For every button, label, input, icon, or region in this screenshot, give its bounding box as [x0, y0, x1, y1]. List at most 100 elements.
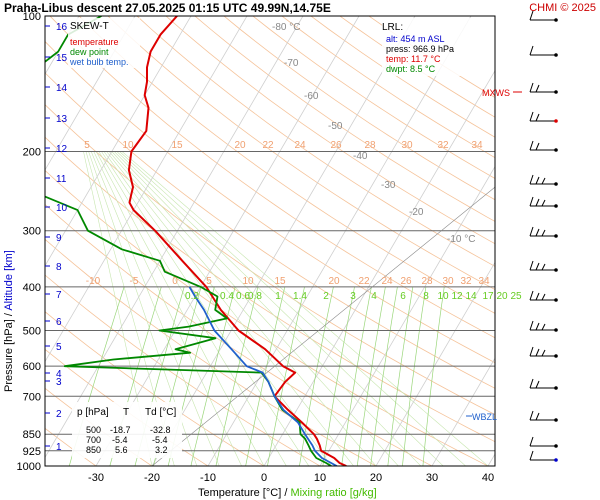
wind-barb-feather: [529, 82, 534, 93]
moist-adiabat: [93, 151, 242, 466]
wind-barb-station: [554, 298, 558, 302]
dry-adiabat: [45, 72, 495, 389]
isotherm-label: -50: [328, 121, 343, 132]
mixing-ratio-label: 2: [323, 291, 329, 302]
dry-adiabat: [49, 16, 495, 339]
wind-barb: [529, 290, 558, 302]
temperature-tick-label: 20: [370, 472, 382, 484]
dry-adiabat-label: 24: [381, 276, 393, 287]
wind-barb: [529, 140, 558, 152]
dry-adiabat-label: 30: [442, 276, 454, 287]
wind-barb: [529, 436, 558, 448]
wind-barb-feather: [535, 84, 540, 93]
dry-adiabat-label: 15: [274, 276, 286, 287]
legend-item-temperature: temperature: [70, 37, 119, 47]
altitude-tick-label: 2: [56, 409, 62, 420]
x-axis-temp-label: Temperature [°C] /: [198, 487, 290, 499]
mixing-ratio-line: [341, 286, 372, 466]
dry-adiabat-label: 28: [364, 140, 376, 151]
mixing-ratio-line: [267, 286, 305, 466]
chart-title: Praha-Libus descent 27.05.2025 01:15 UTC…: [4, 1, 331, 15]
mixing-ratio-line: [299, 286, 334, 466]
altitude-tick-label: 4: [56, 369, 62, 380]
mxws-label: MXWS: [482, 88, 510, 98]
mixing-ratio-label: 0.8: [248, 291, 262, 302]
dry-adiabat: [45, 387, 153, 466]
wind-barb-station: [554, 328, 558, 332]
dry-adiabat-label: 32: [460, 276, 472, 287]
legend: SKEW-T temperature dew point wet bulb te…: [68, 18, 140, 68]
dry-adiabat: [281, 16, 495, 159]
wind-barb-feather: [535, 262, 540, 271]
y-axis-pressure-label: Pressure [hPa] /: [3, 311, 15, 392]
wind-barb: [529, 450, 558, 462]
dry-adiabat-label: 30: [401, 140, 413, 151]
pressure-tick-label: 300: [23, 226, 41, 238]
lrl-box: LRL: alt: 454 m ASL press: 966.9 hPa tem…: [382, 18, 477, 76]
wind-barb-feather: [541, 263, 546, 271]
wind-barb-station: [554, 386, 558, 390]
mixing-ratio-label: 17: [482, 291, 494, 302]
table-cell: 700: [86, 435, 101, 445]
wind-barb: [529, 226, 558, 238]
temperature-tick-label: 10: [314, 472, 326, 484]
wind-barb-feather: [541, 349, 546, 357]
dry-adiabat-label: 24: [294, 140, 306, 151]
pressure-tick-label: 400: [23, 282, 41, 294]
wind-barb-feather: [529, 346, 534, 357]
isotherm-label: -10 °C: [447, 234, 475, 245]
altitude-tick-label: 8: [56, 262, 62, 273]
mixing-ratio-label: 25: [510, 291, 522, 302]
wind-barb: [529, 45, 558, 57]
isotherm-label: -70: [284, 58, 299, 69]
mixing-ratio-label: 0.6: [236, 291, 250, 302]
table-cell: 3.2: [155, 445, 168, 455]
pressure-tick-label: 850: [23, 429, 41, 441]
dry-adiabat: [223, 16, 495, 201]
altitude-tick-label: 9: [56, 233, 62, 244]
wind-barb-feather: [529, 111, 534, 122]
wind-barb: [529, 111, 558, 123]
wind-barb-feather: [535, 380, 540, 389]
dry-adiabat: [45, 104, 495, 416]
dry-adiabat: [78, 16, 495, 314]
temperature-tick-label: 40: [482, 472, 494, 484]
mxws-marker: MXWS: [482, 88, 522, 98]
wind-barb-feather: [529, 436, 534, 447]
dry-adiabat: [45, 136, 495, 443]
dry-adiabat-label: 5: [206, 276, 212, 287]
isotherm: [431, 357, 495, 466]
pressure-tick-label: 925: [23, 446, 41, 458]
mixing-ratio-line: [215, 286, 259, 466]
pressure-tick-label: 200: [23, 146, 41, 158]
wind-barb-feather: [529, 260, 534, 271]
wind-barb-column: [529, 10, 558, 462]
moist-adiabat: [111, 151, 399, 466]
isotherm: [45, 16, 192, 267]
wind-barb-station: [554, 119, 558, 123]
wind-barb-station: [554, 148, 558, 152]
wind-barb-station: [554, 90, 558, 94]
temperature-tick-label: -20: [144, 472, 160, 484]
lrl-temp: temp: 11.7 °C: [386, 54, 441, 64]
wind-barb: [529, 82, 558, 94]
lrl-heading: LRL:: [382, 22, 403, 33]
temperature-tick-label: 30: [426, 472, 438, 484]
wind-barb-feather: [541, 199, 546, 207]
moist-adiabat: [121, 151, 489, 466]
y-axis-title: Pressure [hPa] / Altitude [km]: [3, 250, 15, 392]
wind-barb: [529, 378, 558, 390]
wind-barb-feather: [535, 348, 540, 357]
mixing-ratio-label: 20: [496, 291, 508, 302]
isotherm: [45, 16, 248, 363]
wbzl-marker: WBZL: [466, 412, 497, 422]
wind-barb-station: [554, 18, 558, 22]
wind-barb: [529, 10, 558, 22]
label-layer: -80 °C-70-60-50-40-30-20-10 °C5 10 15 20 22 2…: [84, 22, 522, 302]
mixing-ratio-label: 8: [423, 291, 429, 302]
dry-adiabat-label: 28: [421, 276, 433, 287]
mixing-ratio-label: 1.4: [293, 291, 307, 302]
mixing-ratio-line: [402, 286, 427, 466]
pressure-tick-label: 600: [23, 361, 41, 373]
table-header-td: Td [°C]: [145, 407, 176, 418]
